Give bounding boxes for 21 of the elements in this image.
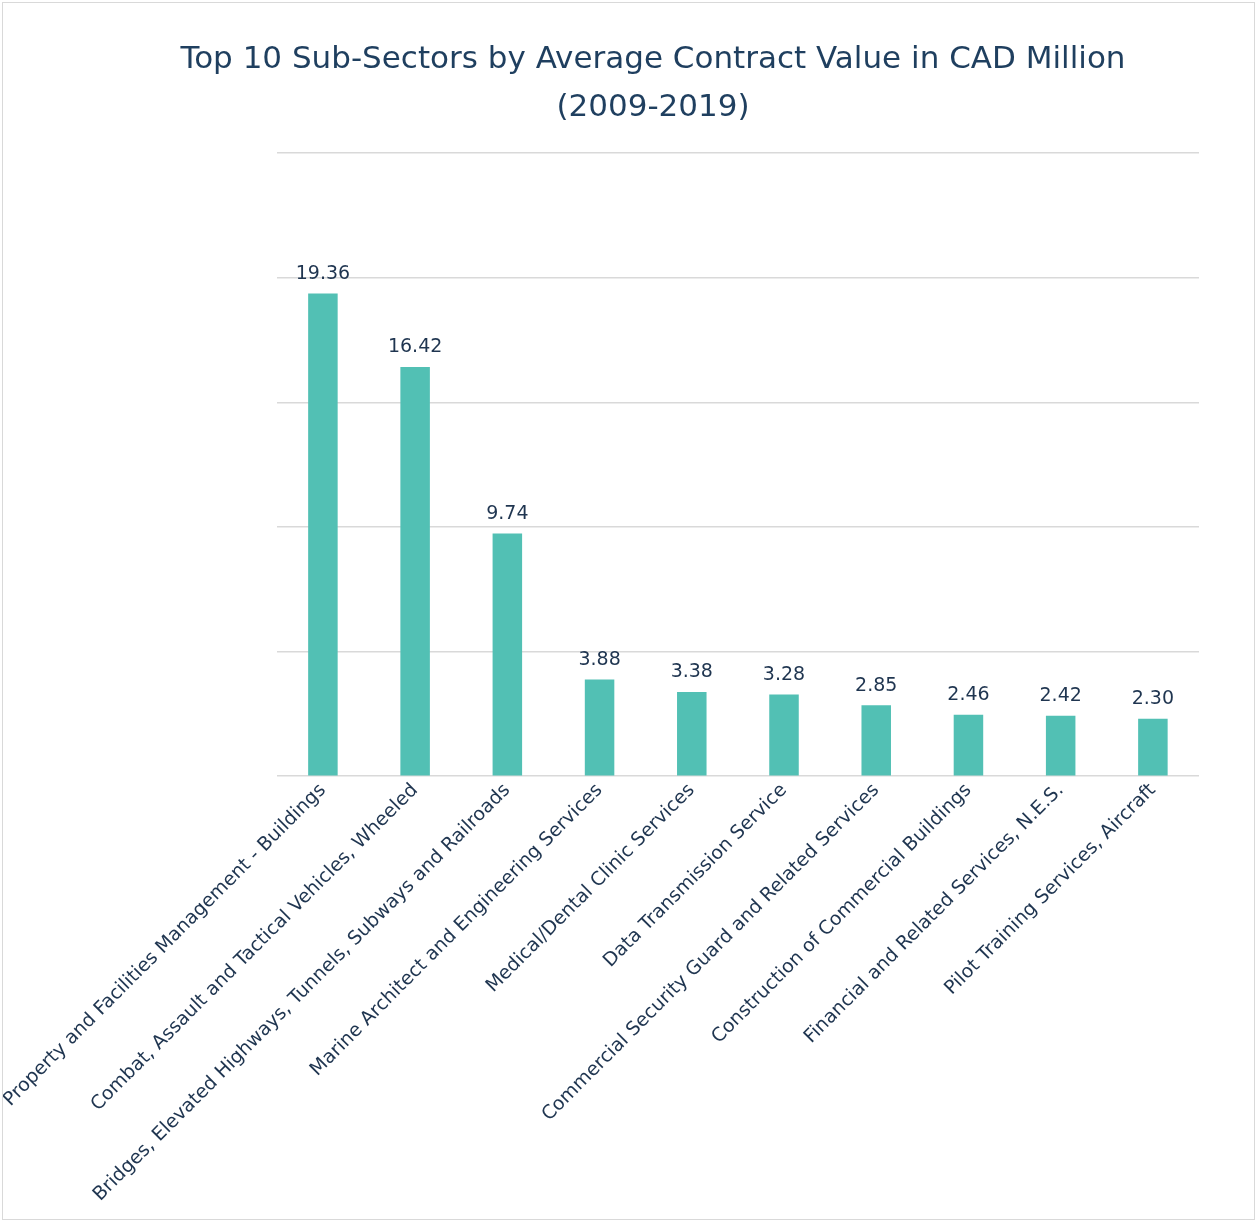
bar [584,679,615,776]
data-label: 3.28 [762,661,806,684]
bar [492,533,523,776]
data-label: 2.30 [1131,686,1175,709]
data-label: 19.36 [295,261,351,284]
data-label: 2.46 [947,682,990,705]
bar [308,293,338,776]
data-label: 3.88 [578,646,621,669]
data-label: 2.42 [1039,683,1082,706]
data-label: 16.42 [387,334,443,357]
bar [677,691,707,776]
bar [953,714,984,776]
bar [1138,718,1168,776]
data-label: 3.38 [670,659,713,682]
bar [769,694,799,776]
data-label: 9.74 [486,500,529,523]
bar [400,366,430,776]
bar [1045,715,1076,776]
data-label: 2.85 [855,672,898,695]
chart-title: Top 10 Sub-Sectors by Average Contract Value in CAD Million (2009-2019) [179,38,1127,125]
bar [861,705,891,776]
